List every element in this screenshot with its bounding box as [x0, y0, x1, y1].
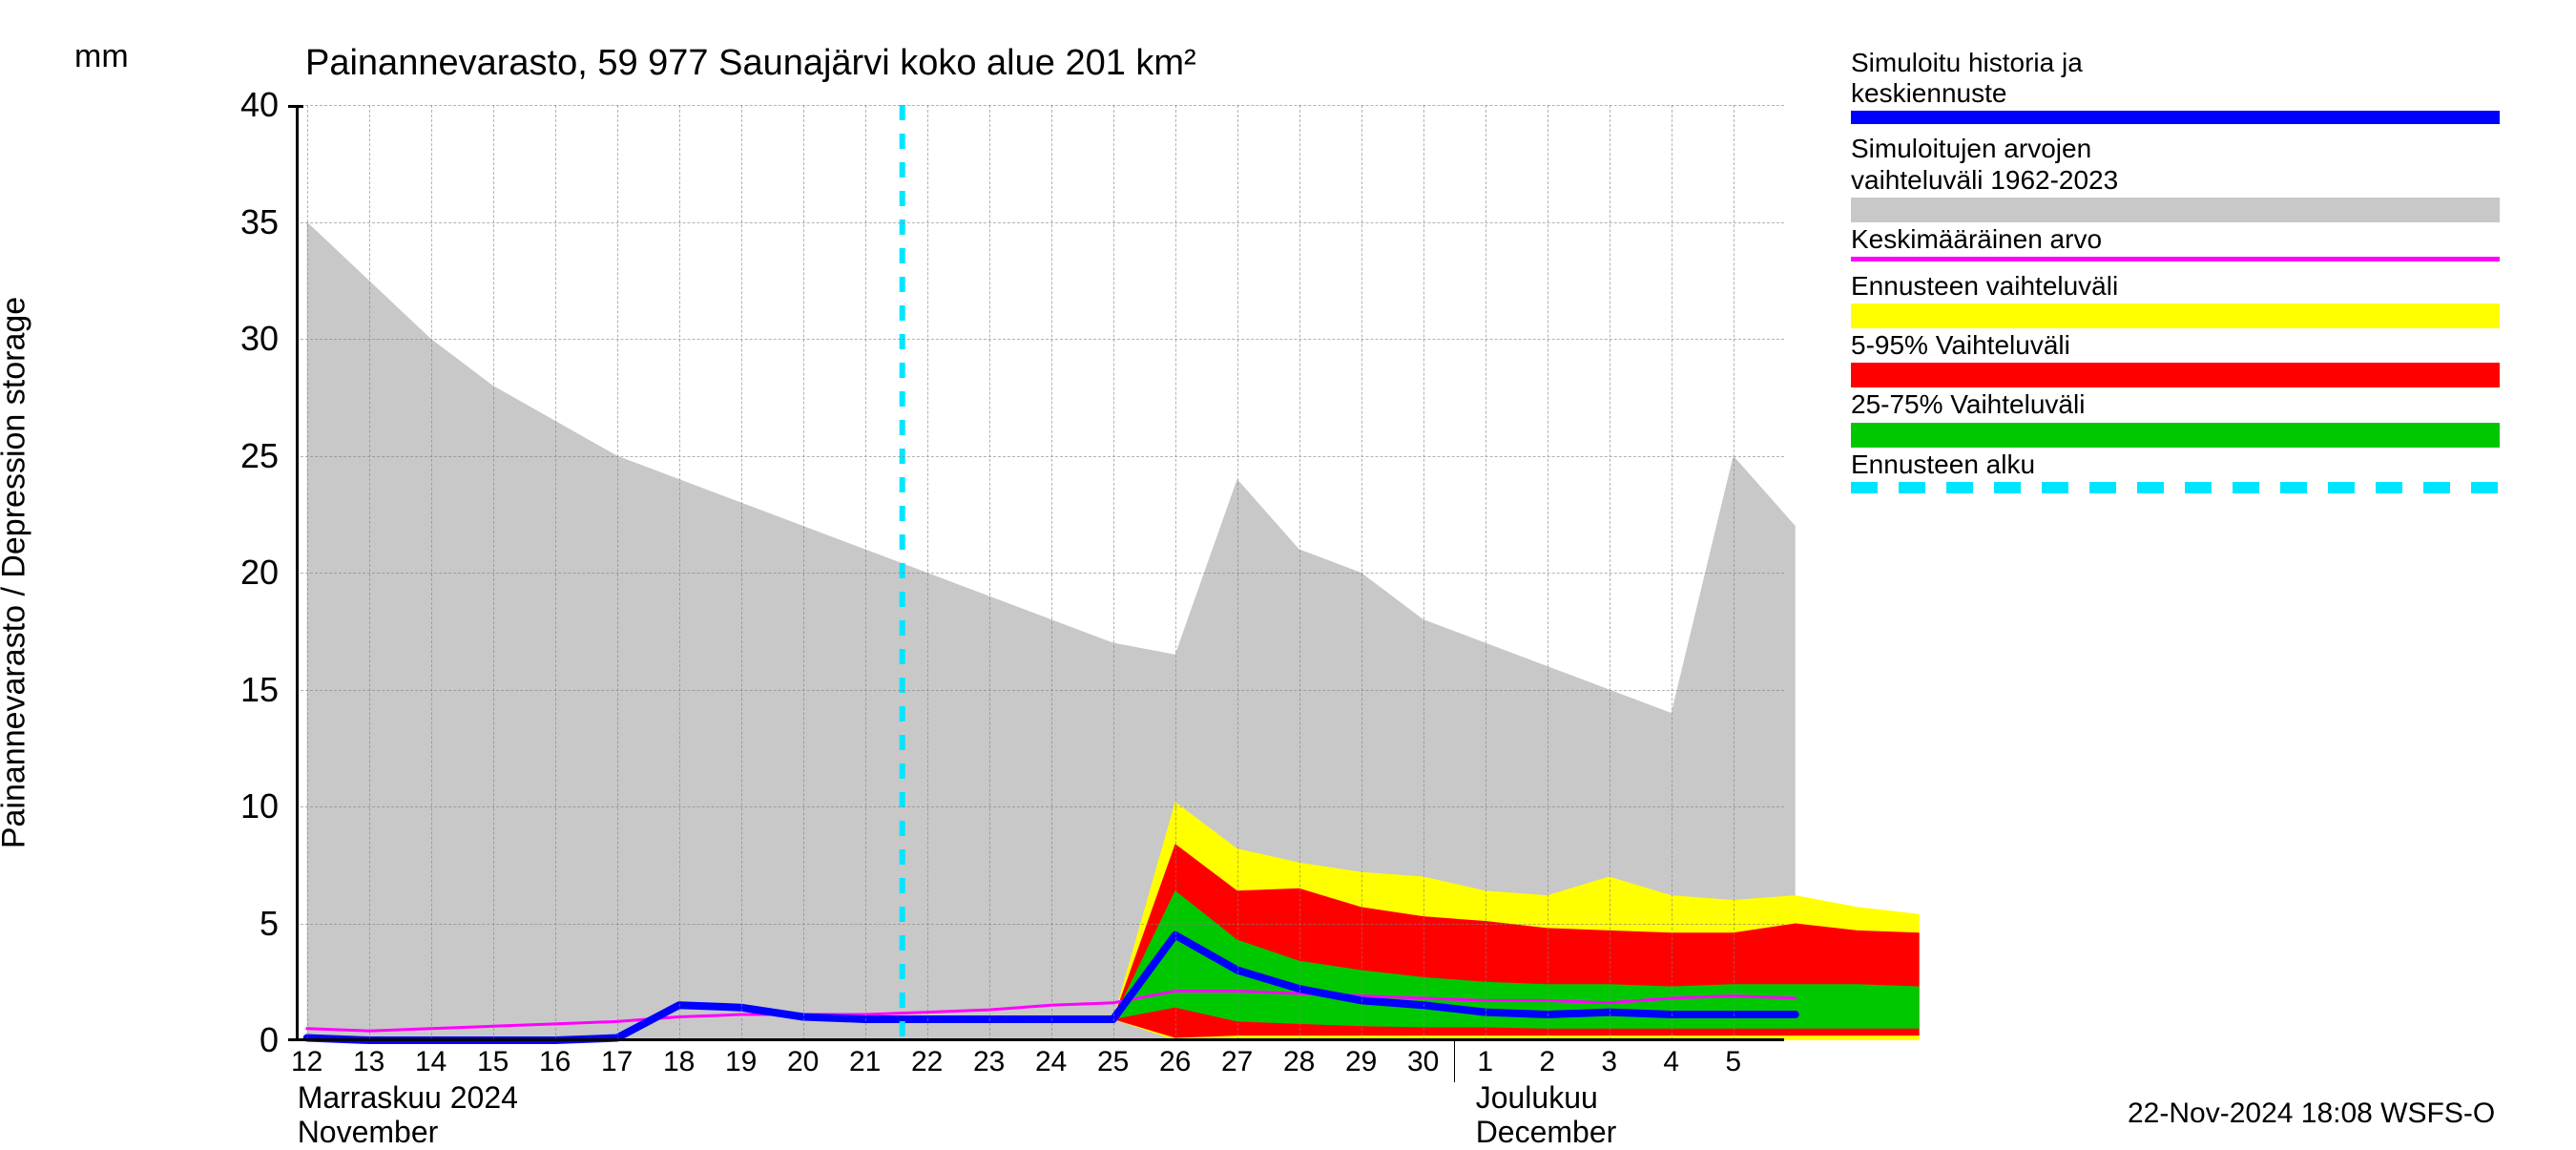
grid-horizontal	[296, 690, 1784, 691]
legend-label: Keskimääräinen arvo	[1851, 224, 2538, 255]
y-axis-label: Painannevarasto / Depression storage	[0, 297, 33, 848]
plot-area: 1213141516171819202122232425262728293012…	[296, 105, 1784, 1040]
legend-label: Simuloitu historia jakeskiennuste	[1851, 48, 2538, 109]
y-tick-label: 25	[202, 436, 279, 476]
y-tick-label: 35	[202, 202, 279, 242]
x-tick-label: 1	[1477, 1046, 1493, 1078]
y-tick-label: 30	[202, 319, 279, 359]
x-tick-label: 28	[1283, 1046, 1315, 1078]
x-tick-label: 2	[1539, 1046, 1555, 1078]
chart-container: mm Painannevarasto / Depression storage …	[0, 0, 2576, 1145]
legend-swatch	[1851, 257, 2500, 261]
legend-item: 25-75% Vaihteluväli	[1851, 389, 2538, 447]
x-tick-label: 30	[1407, 1046, 1439, 1078]
grid-horizontal	[296, 806, 1784, 807]
x-tick-label: 27	[1221, 1046, 1253, 1078]
x-tick-label: 19	[725, 1046, 757, 1078]
month-label-en: December	[1476, 1115, 1617, 1150]
x-tick-label: 25	[1097, 1046, 1129, 1078]
month-label-fi: Joulukuu	[1476, 1080, 1598, 1116]
legend-item: Simuloitujen arvojenvaihteluväli 1962-20…	[1851, 134, 2538, 221]
grid-horizontal	[296, 573, 1784, 574]
x-tick-label: 15	[477, 1046, 509, 1078]
x-tick-label: 14	[415, 1046, 447, 1078]
x-tick-label: 5	[1725, 1046, 1741, 1078]
axis-corner-tick	[288, 1038, 303, 1041]
y-tick-label: 10	[202, 786, 279, 826]
legend-swatch	[1851, 423, 2500, 448]
x-tick-label: 23	[973, 1046, 1005, 1078]
x-axis-line	[296, 1038, 1784, 1041]
y-tick-label: 40	[202, 85, 279, 125]
legend-item: 5-95% Vaihteluväli	[1851, 330, 2538, 387]
legend-swatch	[1851, 303, 2500, 328]
x-tick-label: 24	[1035, 1046, 1067, 1078]
month-separator-tick	[1454, 1040, 1455, 1082]
y-unit-label: mm	[74, 38, 129, 75]
legend-label: 25-75% Vaihteluväli	[1851, 389, 2538, 420]
y-tick-label: 0	[202, 1020, 279, 1060]
legend-item: Ennusteen alku	[1851, 450, 2538, 493]
x-tick-label: 17	[601, 1046, 633, 1078]
legend-swatch	[1851, 111, 2500, 124]
y-axis-top-tick	[288, 105, 303, 108]
legend-swatch	[1851, 363, 2500, 387]
legend: Simuloitu historia jakeskiennuste Simuloi…	[1851, 48, 2538, 499]
y-tick-label: 5	[202, 904, 279, 944]
x-tick-label: 29	[1345, 1046, 1377, 1078]
grid-horizontal	[296, 339, 1784, 340]
grid-horizontal	[296, 105, 1784, 106]
y-axis-line	[296, 105, 299, 1040]
legend-label: Simuloitujen arvojenvaihteluväli 1962-20…	[1851, 134, 2538, 195]
grid-horizontal	[296, 456, 1784, 457]
month-label-en: November	[298, 1115, 439, 1150]
legend-label: Ennusteen alku	[1851, 450, 2538, 480]
footer-timestamp: 22-Nov-2024 18:08 WSFS-O	[2128, 1098, 2495, 1130]
legend-swatch	[1851, 482, 2500, 493]
y-tick-label: 20	[202, 553, 279, 593]
legend-swatch	[1851, 198, 2500, 222]
x-tick-label: 18	[663, 1046, 695, 1078]
x-tick-label: 20	[787, 1046, 819, 1078]
x-tick-label: 22	[911, 1046, 943, 1078]
y-tick-label: 15	[202, 670, 279, 710]
x-tick-label: 21	[849, 1046, 881, 1078]
x-tick-label: 13	[353, 1046, 384, 1078]
legend-label: 5-95% Vaihteluväli	[1851, 330, 2538, 361]
x-tick-label: 12	[291, 1046, 322, 1078]
x-tick-label: 3	[1601, 1046, 1617, 1078]
x-tick-label: 4	[1663, 1046, 1679, 1078]
x-tick-label: 16	[539, 1046, 571, 1078]
grid-horizontal	[296, 924, 1784, 925]
month-label-fi: Marraskuu 2024	[298, 1080, 518, 1116]
legend-item: Simuloitu historia jakeskiennuste	[1851, 48, 2538, 124]
x-tick-label: 26	[1159, 1046, 1191, 1078]
legend-item: Ennusteen vaihteluväli	[1851, 271, 2538, 328]
legend-label: Ennusteen vaihteluväli	[1851, 271, 2538, 302]
legend-item: Keskimääräinen arvo	[1851, 224, 2538, 261]
chart-title: Painannevarasto, 59 977 Saunajärvi koko …	[305, 43, 1196, 84]
grid-horizontal	[296, 222, 1784, 223]
